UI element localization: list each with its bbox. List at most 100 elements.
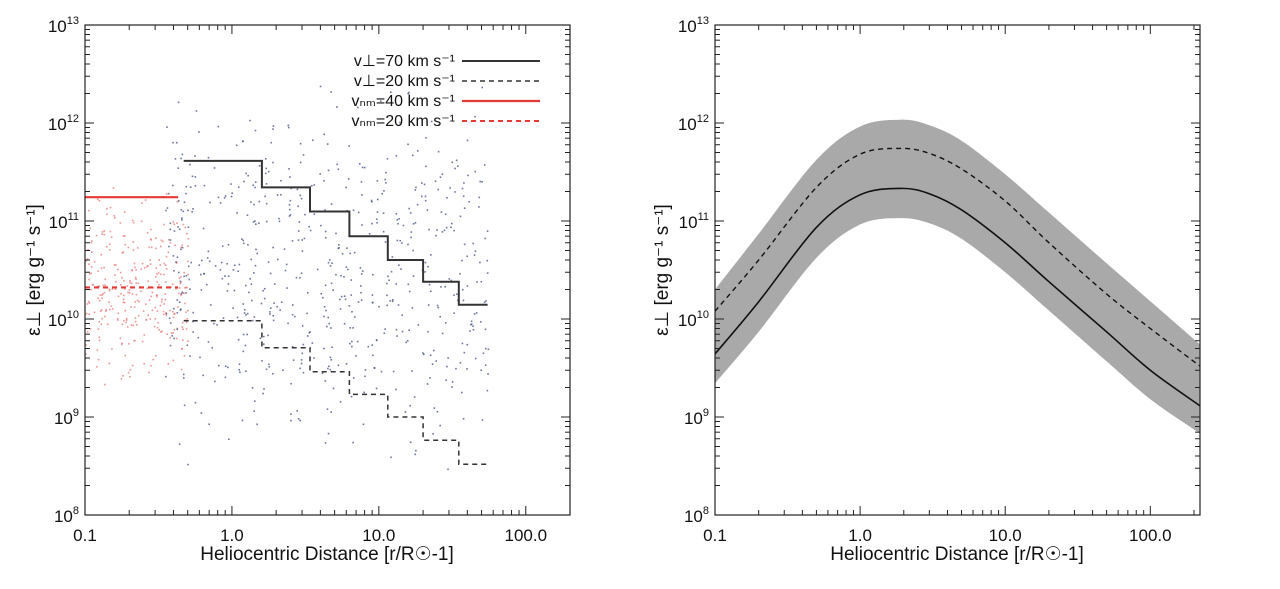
blue-scatter-point: [319, 173, 321, 175]
blue-scatter-point: [371, 200, 373, 203]
blue-scatter-point: [169, 228, 172, 231]
red-scatter-point: [108, 301, 110, 303]
blue-scatter-point: [278, 220, 281, 223]
blue-scatter-point: [251, 319, 254, 322]
red-scatter-point: [181, 321, 184, 324]
blue-scatter-point: [276, 305, 278, 308]
blue-scatter-point: [192, 331, 195, 333]
blue-scatter-point: [177, 200, 180, 202]
blue-scatter-point: [447, 357, 449, 359]
blue-scatter-point: [231, 192, 233, 195]
blue-scatter-point: [339, 298, 341, 301]
red-scatter-point: [105, 308, 108, 311]
blue-scatter-point: [326, 325, 328, 328]
blue-scatter-point: [180, 157, 182, 160]
red-scatter-point: [98, 285, 101, 287]
red-scatter-point: [165, 255, 168, 258]
blue-scatter-point: [339, 401, 342, 403]
red-scatter-point: [109, 243, 111, 246]
blue-scatter-point: [386, 304, 388, 307]
right-y-tick-label: 1013: [678, 15, 709, 36]
blue-scatter-point: [297, 205, 299, 208]
blue-scatter-point: [332, 289, 334, 292]
red-scatter-point: [117, 295, 120, 298]
blue-scatter-point: [287, 322, 289, 325]
red-scatter-point: [167, 363, 170, 365]
blue-scatter-point: [176, 141, 178, 144]
blue-scatter-point: [401, 314, 404, 316]
red-scatter-point: [141, 202, 143, 205]
red-scatter-point: [120, 292, 122, 295]
blue-scatter-point: [337, 168, 340, 171]
blue-scatter-point: [288, 204, 291, 206]
blue-scatter-point: [457, 165, 459, 168]
blue-scatter-point: [441, 231, 444, 233]
red-scatter-point: [164, 298, 167, 301]
red-scatter-point: [160, 245, 162, 248]
blue-scatter-point: [356, 106, 359, 109]
red-scatter-point: [173, 223, 176, 225]
red-scatter-point: [127, 291, 129, 294]
blue-scatter-point: [242, 239, 245, 242]
blue-scatter-point: [291, 313, 294, 316]
left-lines: [85, 159, 488, 465]
red-scatter-point: [135, 282, 138, 284]
blue-scatter-point: [445, 379, 447, 382]
blue-scatter-point: [466, 255, 469, 258]
red-scatter-point: [128, 289, 131, 291]
blue-scatter-point: [372, 354, 374, 357]
red-scatter-point: [89, 328, 92, 330]
blue-scatter-point: [370, 199, 373, 202]
blue-scatter-point: [267, 261, 270, 263]
blue-scatter-point: [320, 292, 323, 295]
blue-scatter-point: [484, 364, 487, 366]
blue-scatter-point: [187, 463, 189, 466]
red-scatter-point: [130, 282, 133, 285]
blue-scatter-point: [327, 432, 330, 435]
blue-scatter-point: [350, 279, 353, 281]
red-scatter-point: [108, 362, 111, 365]
blue-scatter-point: [181, 153, 184, 156]
blue-scatter-point: [459, 362, 462, 364]
blue-scatter-point: [367, 345, 370, 348]
blue-scatter-point: [459, 273, 461, 275]
blue-scatter-point: [361, 166, 364, 169]
right-y-tick-label: 1010: [678, 309, 709, 330]
red-scatter-point: [156, 326, 159, 329]
blue-scatter-point: [324, 380, 327, 382]
blue-scatter-point: [429, 354, 432, 357]
blue-scatter-point: [300, 197, 303, 200]
blue-scatter-point: [242, 303, 245, 305]
red-scatter-point: [86, 303, 89, 305]
red-scatter-point: [131, 293, 134, 295]
red-scatter-point: [131, 219, 134, 222]
red-scatter-point: [146, 232, 149, 234]
blue-scatter-point: [220, 261, 223, 264]
blue-scatter-point: [296, 410, 298, 412]
blue-scatter-point: [219, 269, 222, 271]
red-scatter-point: [183, 271, 185, 274]
blue-scatter-point: [360, 299, 363, 301]
red-scatter-point: [148, 246, 150, 249]
red-scatter-point: [88, 273, 91, 275]
blue-scatter-point: [335, 273, 337, 276]
blue-scatter-point: [169, 239, 172, 241]
blue-scatter-point: [209, 304, 212, 306]
blue-scatter-point: [348, 304, 351, 307]
blue-scatter-point: [301, 325, 304, 327]
blue-scatter-point: [349, 252, 351, 255]
red-scatter-point: [121, 252, 124, 254]
blue-scatter-point: [388, 279, 390, 282]
blue-scatter-point: [376, 221, 378, 224]
blue-scatter-point: [384, 178, 386, 181]
blue-scatter-point: [265, 368, 268, 371]
blue-scatter-point: [395, 212, 398, 215]
blue-scatter-point: [324, 236, 327, 239]
blue-scatter-point: [177, 167, 180, 169]
red-scatter-point: [154, 306, 157, 309]
red-scatter-point: [147, 265, 149, 267]
blue-scatter-point: [439, 424, 441, 427]
blue-scatter-point: [217, 364, 220, 367]
red-scatter-point: [159, 273, 162, 276]
blue-scatter-point: [328, 259, 331, 261]
